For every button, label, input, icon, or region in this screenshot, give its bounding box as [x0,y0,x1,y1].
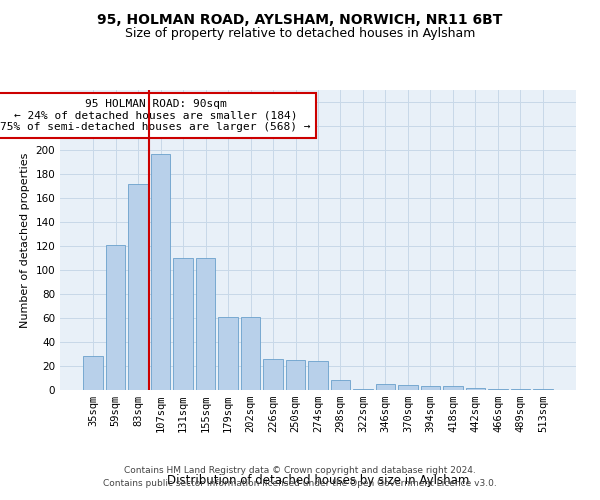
X-axis label: Distribution of detached houses by size in Aylsham: Distribution of detached houses by size … [167,474,469,487]
Bar [106,245,125,390]
Bar [376,384,395,390]
Bar [218,317,238,390]
Bar [128,184,148,390]
Bar [241,317,260,390]
Bar [353,389,373,390]
Text: Size of property relative to detached houses in Aylsham: Size of property relative to detached ho… [125,28,475,40]
Bar [173,258,193,390]
Bar [196,258,215,390]
Bar [151,154,170,390]
Bar [421,386,440,390]
Bar [263,359,283,390]
Bar [331,380,350,390]
Bar [443,386,463,390]
Text: 95, HOLMAN ROAD, AYLSHAM, NORWICH, NR11 6BT: 95, HOLMAN ROAD, AYLSHAM, NORWICH, NR11 … [97,12,503,26]
Bar [83,356,103,390]
Bar [488,389,508,390]
Bar [511,389,530,390]
Bar [533,389,553,390]
Bar [398,385,418,390]
Text: 95 HOLMAN ROAD: 90sqm
← 24% of detached houses are smaller (184)
75% of semi-det: 95 HOLMAN ROAD: 90sqm ← 24% of detached … [0,99,311,132]
Text: Contains HM Land Registry data © Crown copyright and database right 2024.
Contai: Contains HM Land Registry data © Crown c… [103,466,497,487]
Y-axis label: Number of detached properties: Number of detached properties [20,152,30,328]
Bar [466,388,485,390]
Bar [286,360,305,390]
Bar [308,361,328,390]
